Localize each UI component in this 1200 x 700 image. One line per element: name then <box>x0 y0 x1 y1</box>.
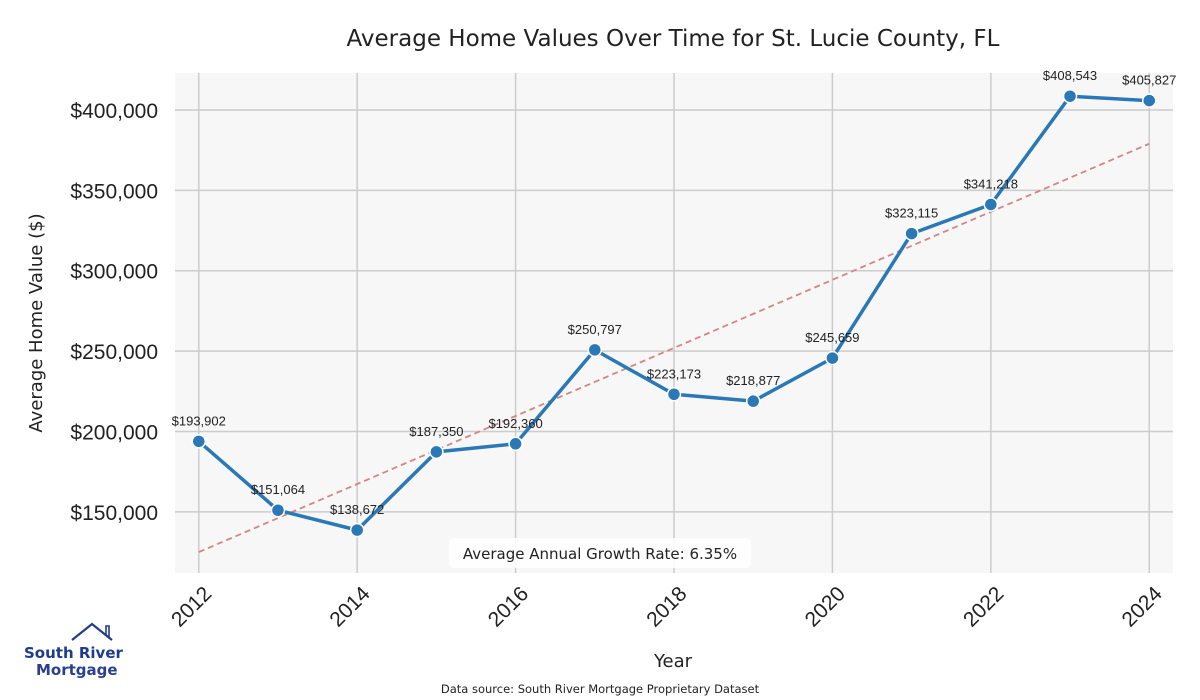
logo-line-1: South River <box>24 644 123 662</box>
data-point <box>508 436 523 452</box>
data-point <box>587 342 603 358</box>
x-axis-label: Year <box>653 651 693 672</box>
data-point <box>1141 93 1157 108</box>
company-logo: South River Mortgage <box>16 620 126 682</box>
data-label: $187,350 <box>409 424 463 439</box>
x-tick-label: 2024 <box>1117 582 1167 632</box>
growth-rate-annotation: Average Annual Growth Rate: 6.35% <box>463 545 737 563</box>
logo-line-2: Mortgage <box>36 661 118 679</box>
data-label: $323,115 <box>885 206 938 221</box>
y-tick-label: $350,000 <box>70 180 158 203</box>
data-point <box>349 522 365 538</box>
data-point <box>191 434 207 449</box>
y-tick-label: $250,000 <box>70 341 158 364</box>
data-label: $193,902 <box>172 413 226 428</box>
y-tick-label: $150,000 <box>70 502 158 525</box>
data-label: $341,218 <box>964 176 1018 191</box>
data-point <box>1062 88 1078 104</box>
x-tick-label: 2014 <box>325 582 375 632</box>
data-label: $151,064 <box>251 482 305 497</box>
house-roof-icon <box>71 622 113 641</box>
x-tick-label: 2012 <box>167 582 216 631</box>
chart-title: Average Home Values Over Time for St. Lu… <box>347 26 1000 52</box>
y-tick-label: $200,000 <box>70 422 158 445</box>
data-label: $408,543 <box>1043 68 1097 83</box>
data-label: $223,173 <box>647 366 701 381</box>
data-point <box>983 197 999 212</box>
x-tick-label: 2022 <box>959 582 1008 631</box>
data-label: $218,877 <box>726 373 780 388</box>
data-label: $138,672 <box>330 502 384 517</box>
data-point <box>666 387 682 402</box>
data-label: $405,827 <box>1122 73 1176 88</box>
data-source-note: Data source: South River Mortgage Propri… <box>441 682 760 696</box>
x-tick-label: 2016 <box>484 582 533 631</box>
data-point <box>429 444 444 460</box>
gridlines <box>175 73 1173 573</box>
data-point <box>825 350 840 366</box>
growth-rate-box <box>449 538 751 568</box>
data-labels: $193,902 $151,064 $138,672 $187,350 $192,360… <box>172 68 1177 517</box>
data-label: $192,360 <box>488 416 542 431</box>
data-points <box>191 88 1157 538</box>
data-point <box>904 226 919 241</box>
x-tick-label: 2020 <box>801 582 850 631</box>
data-label: $245,659 <box>805 330 859 345</box>
y-axis-label: Average Home Value ($) <box>26 213 47 432</box>
trend-line <box>198 142 1150 553</box>
data-label: $250,797 <box>568 322 622 337</box>
y-tick-label: $400,000 <box>70 100 158 123</box>
x-tick-label: 2018 <box>642 582 691 631</box>
data-point <box>745 393 761 409</box>
y-tick-label: $300,000 <box>70 261 158 284</box>
data-point <box>270 502 286 518</box>
